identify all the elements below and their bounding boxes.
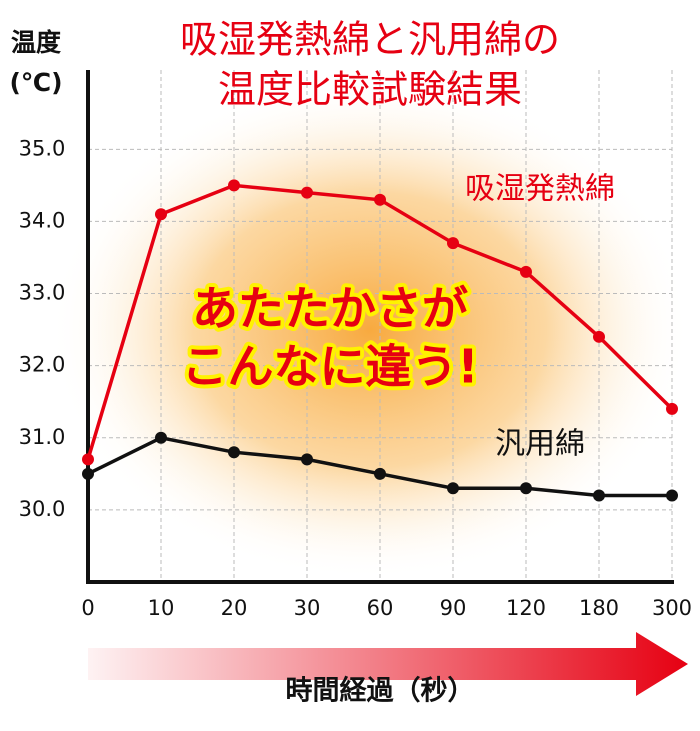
y-tick-label: 32.0 (19, 353, 66, 377)
data-point (593, 330, 605, 343)
time-arrow (88, 632, 688, 696)
y-tick-label: 35.0 (19, 136, 66, 160)
x-tick-label: 90 (440, 596, 467, 620)
x-tick-label: 10 (148, 596, 175, 620)
series-label: 汎用綿 (495, 427, 585, 462)
data-point (155, 208, 167, 221)
x-tick-label: 20 (221, 596, 248, 620)
y-axis-label: (℃) (9, 68, 62, 97)
data-point (301, 453, 313, 466)
data-point (447, 482, 459, 495)
annotation: あたたかさが (192, 282, 468, 336)
y-tick-label: 31.0 (19, 425, 66, 449)
data-point (666, 402, 678, 415)
x-tick-label: 30 (294, 596, 321, 620)
data-point (374, 193, 386, 206)
data-point (374, 467, 386, 480)
y-tick-label: 33.0 (19, 281, 66, 305)
chart-title: 吸湿発熱綿と汎用綿の (180, 18, 560, 62)
y-tick-label: 30.0 (19, 497, 66, 521)
data-point (228, 179, 240, 192)
data-point (520, 265, 532, 278)
data-point (666, 489, 678, 502)
x-tick-label: 60 (367, 596, 394, 620)
chart-title: 温度比較試験結果 (218, 68, 522, 112)
data-point (593, 489, 605, 502)
data-point (228, 446, 240, 459)
series-label: 吸湿発熱綿 (465, 172, 615, 207)
x-tick-label: 0 (81, 596, 94, 620)
y-axis-label: 温度 (11, 28, 61, 57)
data-point (155, 431, 167, 444)
data-point (82, 467, 94, 480)
data-point (82, 453, 94, 466)
x-tick-label: 300 (652, 596, 692, 620)
y-tick-label: 34.0 (19, 208, 66, 232)
annotation: こんなに違う! (182, 340, 479, 394)
x-tick-label: 120 (506, 596, 546, 620)
data-point (447, 237, 459, 250)
x-tick-label: 180 (579, 596, 619, 620)
x-axis-label: 時間経過（秒） (286, 675, 475, 707)
background-glow (50, 80, 690, 580)
data-point (520, 482, 532, 495)
data-point (301, 186, 313, 199)
